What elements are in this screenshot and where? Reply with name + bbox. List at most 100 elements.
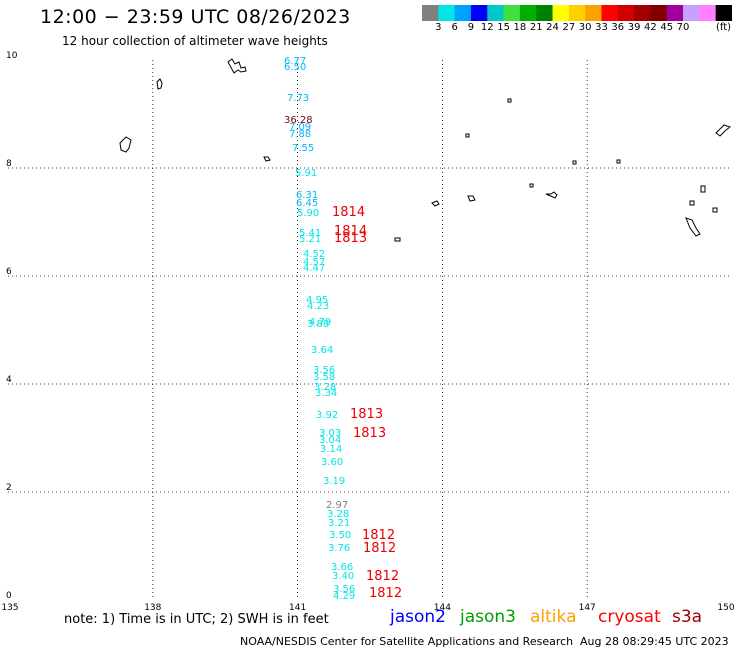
color-scale-label: 42 <box>644 22 657 33</box>
color-swatch <box>666 5 684 21</box>
color-scale-label: 36 <box>611 22 625 33</box>
island-outline <box>529 183 534 188</box>
wave-height-label: 4.29 <box>333 591 355 602</box>
wave-height-label: 3.34 <box>315 388 337 399</box>
longitude-label: 135 <box>1 603 19 613</box>
color-swatch <box>683 5 700 21</box>
legend-entry-s3a: s3a <box>672 607 703 627</box>
wave-height-label: 3.92 <box>316 410 338 421</box>
color-scale-bar <box>422 5 732 21</box>
pass-time-label: 1813 <box>350 407 383 422</box>
latitude-label: 2 <box>6 483 12 493</box>
wave-height-label: 3.03 <box>319 428 341 439</box>
wave-height-label: 3.56 <box>333 584 355 595</box>
color-swatch <box>503 5 521 21</box>
pass-time-label: 1814 <box>332 205 365 220</box>
color-swatch <box>715 5 732 21</box>
pass-time-label: 1812 <box>366 569 399 584</box>
pass-time-label: 1813 <box>334 231 367 246</box>
color-scale-label: 9 <box>467 22 475 33</box>
wave-height-label: 3.28 <box>327 509 349 520</box>
wave-height-label: 5.41 <box>299 228 321 239</box>
island-outline <box>227 58 247 74</box>
color-scale-label: 3 <box>435 22 442 33</box>
wave-height-label: 3.14 <box>320 444 342 455</box>
wave-height-label: 3.58 <box>313 372 335 383</box>
color-scale-label: 70 <box>676 22 690 33</box>
wave-height-label: 3.64 <box>311 345 333 356</box>
island-outline <box>616 159 621 164</box>
wave-height-label: 6.50 <box>284 62 306 73</box>
wave-height-label: 6.77 <box>284 56 306 67</box>
footer-note: note: 1) Time is in UTC; 2) SWH is in fe… <box>64 612 329 627</box>
color-swatch <box>617 5 635 21</box>
legend-entry-jason2: jason2 <box>390 607 446 627</box>
wave-height-label: 4.23 <box>307 301 329 312</box>
color-swatch <box>438 5 456 21</box>
color-scale-label: 30 <box>578 22 592 33</box>
wave-height-label: 5.90 <box>297 208 319 219</box>
wave-height-label: 4.47 <box>303 263 325 274</box>
longitude-label: 138 <box>144 603 162 613</box>
wave-height-label: 5.21 <box>299 234 321 245</box>
color-swatch <box>601 5 619 21</box>
island-outline <box>119 136 132 153</box>
longitude-label: 144 <box>433 603 451 613</box>
island-outline <box>263 156 271 162</box>
wave-height-label: 3.60 <box>321 457 343 468</box>
color-swatch <box>552 5 570 21</box>
pass-time-label: 1812 <box>362 528 395 543</box>
legend-entry-altika: altika <box>530 607 577 627</box>
color-swatch <box>487 5 505 21</box>
wave-height-label: 3.50 <box>329 530 351 541</box>
color-swatch <box>519 5 537 21</box>
wave-height-label: 3.76 <box>328 543 350 554</box>
latitude-label: 10 <box>6 51 18 61</box>
color-scale-unit: (ft) <box>716 22 732 33</box>
island-outline <box>689 200 695 206</box>
pass-time-label: 1814 <box>334 224 367 239</box>
wave-height-label: 3.04 <box>319 435 341 446</box>
color-swatch <box>454 5 472 21</box>
generated-timestamp: Aug 28 08:29:45 UTC 2023 <box>580 635 729 648</box>
wave-height-label: 4.57 <box>303 257 325 268</box>
longitude-label: 147 <box>578 603 596 613</box>
island-outline <box>431 200 440 207</box>
wave-height-label: 3.21 <box>328 518 350 529</box>
pass-time-label: 1812 <box>369 586 402 601</box>
wave-height-label: 3.40 <box>332 571 354 582</box>
island-outline <box>465 133 470 138</box>
wave-height-label: 5.91 <box>295 168 317 179</box>
color-scale-label: 15 <box>497 22 510 33</box>
color-swatch <box>470 5 488 21</box>
island-outline <box>467 195 476 202</box>
wave-height-label: 7.09 <box>289 122 311 133</box>
wave-height-label: 4.95 <box>306 295 328 306</box>
wave-height-label: 3.66 <box>331 562 353 573</box>
wave-height-label: 4.79 <box>309 317 331 328</box>
pass-time-label: 1812 <box>363 541 396 556</box>
wave-height-label: 4.52 <box>303 249 325 260</box>
legend-entry-jason3: jason3 <box>460 607 516 627</box>
latitude-label: 8 <box>6 159 12 169</box>
latitude-label: 0 <box>6 591 12 601</box>
color-swatch <box>650 5 668 21</box>
island-outline <box>545 191 558 199</box>
legend-entry-cryosat: cryosat <box>598 607 661 627</box>
longitude-label: 141 <box>289 603 307 613</box>
wave-height-label: 3.28 <box>314 382 336 393</box>
color-scale-label: 21 <box>529 22 543 33</box>
wave-height-label: 2.97 <box>326 500 348 511</box>
island-outline <box>715 124 732 137</box>
island-outline <box>712 207 718 213</box>
color-swatch <box>536 5 554 21</box>
color-swatch <box>585 5 602 21</box>
island-outline <box>572 160 577 165</box>
color-scale-label: 27 <box>562 22 576 33</box>
pass-time-label: 1813 <box>353 426 386 441</box>
island-outline <box>507 98 512 103</box>
map-subtitle: 12 hour collection of altimeter wave hei… <box>62 34 328 48</box>
color-swatch <box>568 5 586 21</box>
island-outline <box>156 78 163 90</box>
